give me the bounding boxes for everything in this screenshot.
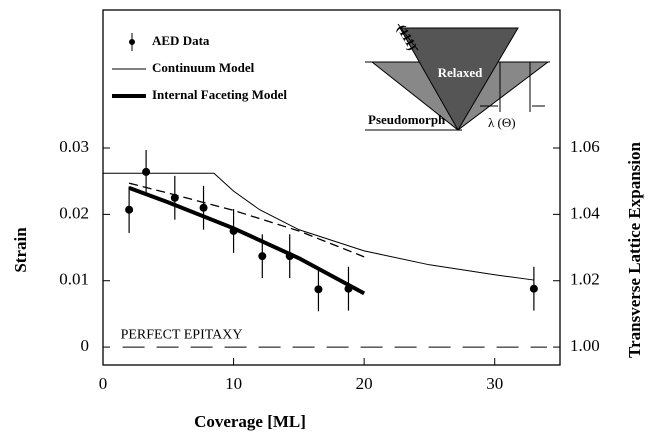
- x-tick-label: 30: [486, 374, 503, 393]
- legend-swatch: [129, 39, 135, 45]
- plot-frame: [102, 9, 561, 366]
- series-line: [103, 172, 534, 281]
- data-point: [142, 167, 151, 176]
- inset-label: λ (Θ): [488, 115, 516, 130]
- y-tick-label: 0.02: [59, 203, 89, 222]
- y-tick-label: 0.03: [59, 137, 89, 156]
- inset-label: Pseudomorph: [368, 112, 446, 127]
- y-tick-label: 0: [81, 336, 90, 355]
- legend-label: AED Data: [152, 33, 210, 48]
- data-point: [258, 252, 267, 261]
- reference-label: PERFECT EPITAXY: [121, 327, 243, 342]
- series-line: [128, 182, 365, 258]
- legend-label: Internal Faceting Model: [152, 87, 287, 102]
- y2-tick-label: 1.06: [570, 137, 600, 156]
- x-tick-label: 10: [225, 374, 242, 393]
- y-tick-label: 0.01: [59, 270, 89, 289]
- inset-label: Relaxed: [438, 65, 484, 80]
- y-axis-label: Strain: [11, 227, 30, 273]
- data-point: [199, 203, 208, 212]
- legend-label: Continuum Model: [152, 60, 255, 75]
- inset: (111) Relaxed Pseudomorph λ (Θ): [365, 22, 550, 131]
- data-point: [529, 284, 538, 293]
- data-point: [314, 285, 323, 294]
- data-point: [125, 205, 134, 214]
- x-tick-label: 0: [99, 374, 108, 393]
- y2-axis-label: Transverse Lattice Expansion: [625, 141, 644, 358]
- x-axis-label: Coverage [ML]: [194, 412, 306, 431]
- inset-arrow: [397, 23, 419, 51]
- y2-tick-label: 1.04: [570, 203, 600, 222]
- x-tick-label: 20: [356, 374, 373, 393]
- inset-shape: [399, 27, 519, 131]
- y2-tick-label: 1.00: [570, 336, 600, 355]
- y2-tick-label: 1.02: [570, 270, 600, 289]
- series-line: [128, 185, 366, 296]
